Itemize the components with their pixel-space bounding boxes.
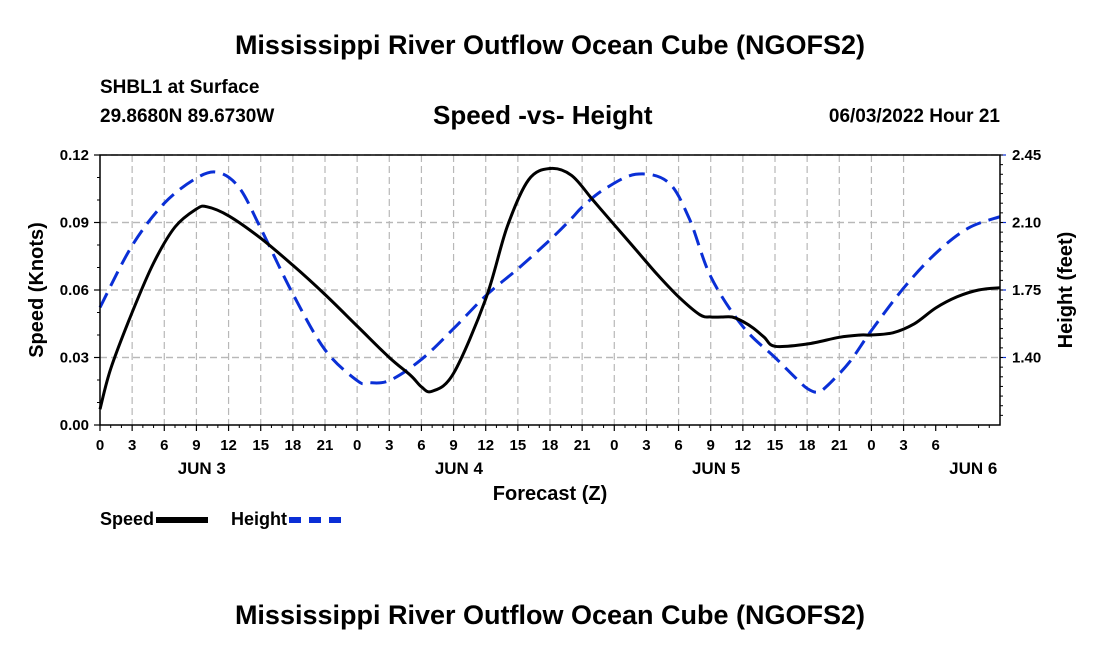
- x-tick-label: 0: [96, 437, 104, 454]
- y-tick-label-right: 2.10: [1012, 215, 1041, 232]
- y-tick-label-right: 1.40: [1012, 350, 1041, 367]
- y-tick-label-left: 0.12: [60, 147, 89, 164]
- day-label: JUN 3: [178, 459, 226, 478]
- legend-speed-label: Speed: [100, 509, 155, 529]
- legend-height-label: Height: [231, 509, 287, 529]
- x-tick-label: 6: [932, 437, 940, 454]
- day-label: JUN 5: [692, 459, 740, 478]
- chart-title: Mississippi River Outflow Ocean Cube (NG…: [234, 30, 866, 60]
- x-tick-label: 9: [449, 437, 457, 454]
- day-label: JUN 4: [435, 459, 484, 478]
- x-tick-label: 0: [353, 437, 361, 454]
- station-coordinates: 29.8680N 89.6730W: [100, 106, 275, 127]
- x-tick-label: 6: [417, 437, 425, 454]
- legend-height: Height: [231, 509, 341, 530]
- x-tick-label: 18: [285, 437, 302, 454]
- chart-title-repeat: Mississippi River Outflow Ocean Cube (NG…: [234, 600, 866, 630]
- x-tick-label: 18: [542, 437, 559, 454]
- x-tick-label: 21: [317, 437, 334, 454]
- height-series-line: [98, 170, 1001, 394]
- forecast-datetime: 06/03/2022 Hour 21: [828, 106, 1000, 127]
- x-tick-label: 12: [477, 437, 494, 454]
- x-tick-label: 21: [574, 437, 591, 454]
- x-tick-label: 3: [385, 437, 393, 454]
- x-tick-label: 9: [707, 437, 715, 454]
- x-tick-label: 12: [220, 437, 237, 454]
- legend-height-swatch: [289, 516, 341, 523]
- y-tick-label-left: 0.03: [60, 350, 89, 367]
- y-axis-label-left: Speed (Knots): [26, 222, 48, 358]
- plot-frame: [99, 154, 1001, 426]
- legend-speed-swatch: [156, 516, 209, 523]
- x-tick-label: 0: [610, 437, 618, 454]
- x-tick-label: 12: [735, 437, 752, 454]
- station-label: SHBL1 at Surface: [100, 77, 260, 98]
- x-tick-label: 3: [899, 437, 907, 454]
- legend-speed: Speed: [100, 509, 209, 530]
- y-axis-label-right: Height (feet): [1055, 232, 1077, 349]
- x-tick-label: 21: [831, 437, 848, 454]
- y-tick-label-left: 0.09: [60, 215, 89, 232]
- day-label: JUN 6: [949, 459, 997, 478]
- y-tick-label-right: 1.75: [1012, 282, 1041, 299]
- y-tick-label-right: 2.45: [1012, 147, 1041, 164]
- grid: [100, 154, 1000, 425]
- x-tick-label: 9: [192, 437, 200, 454]
- x-tick-label: 15: [767, 437, 784, 454]
- x-tick-label: 15: [252, 437, 269, 454]
- speed-series-line: [98, 166, 1001, 410]
- x-tick-label: 6: [160, 437, 168, 454]
- series: [98, 166, 1001, 410]
- x-tick-label: 0: [867, 437, 875, 454]
- y-tick-label-left: 0.06: [60, 282, 89, 299]
- x-tick-label: 3: [642, 437, 650, 454]
- x-tick-label: 18: [799, 437, 816, 454]
- chart-subtitle: Speed -vs- Height: [433, 100, 653, 130]
- x-tick-label: 6: [674, 437, 682, 454]
- x-tick-label: 15: [510, 437, 527, 454]
- axis-ticks: 0 3 6 9 12 15 18 21 0 3 6 9 12 15 18 21 0 3 6 9 12 15 18 21 0 3 6 0…: [60, 147, 1041, 478]
- y-tick-label-left: 0.00: [60, 417, 89, 434]
- x-axis-label: Forecast (Z): [493, 483, 607, 505]
- x-tick-label: 3: [128, 437, 136, 454]
